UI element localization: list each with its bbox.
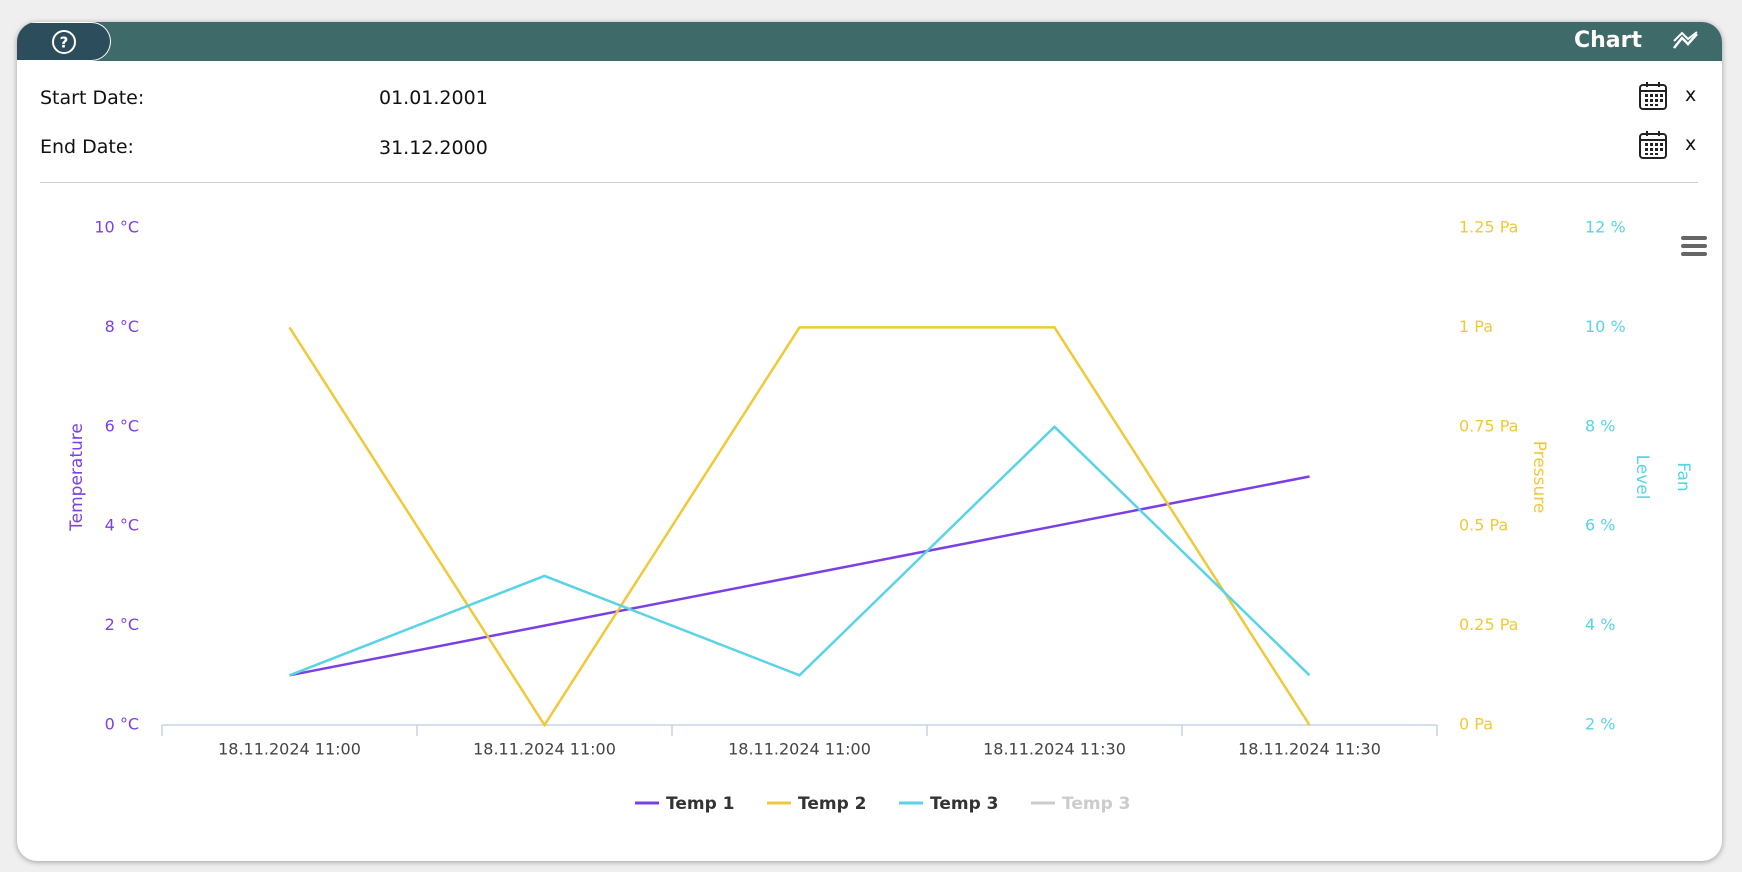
y-tick-label: 8 % (1585, 416, 1615, 435)
chart: 18.11.2024 11:00 18.11.2024 11:00 18.11.20… (67, 218, 1707, 814)
x-tick-label: 18.11.2024 11:00 (218, 740, 361, 759)
axis-title: Level (1632, 455, 1652, 500)
series-line (289, 425, 1311, 677)
help-icon: ? (52, 30, 76, 54)
legend-label: Temp 3 (930, 794, 999, 814)
x-tick-label: 18.11.2024 11:30 (983, 740, 1126, 759)
series-line (289, 475, 1310, 677)
legend-item[interactable]: Temp 2 (767, 794, 867, 814)
field-value[interactable]: 31.12.2000 (379, 137, 488, 159)
y-tick-label: 0.5 Pa (1459, 516, 1508, 535)
y-tick-label: 6 °C (105, 416, 139, 435)
header-title: Chart (1573, 28, 1642, 53)
y-tick-label: 10 °C (94, 218, 139, 237)
y-tick-label: 1.25 Pa (1459, 218, 1518, 237)
y-tick-label: 0.25 Pa (1459, 615, 1518, 634)
calendar-button[interactable] (1638, 130, 1668, 160)
legend-label: Temp 3 (1062, 794, 1131, 814)
field-value[interactable]: 01.01.2001 (379, 87, 488, 109)
help-button[interactable]: ? (17, 22, 111, 61)
field-label: Start Date: (40, 87, 145, 109)
y-tick-label: 2 % (1585, 715, 1615, 734)
legend-label: Temp 2 (798, 794, 867, 814)
y-tick-label: 0.75 Pa (1459, 416, 1518, 435)
y-tick-label: 8 °C (105, 317, 139, 336)
x-tick-label: 18.11.2024 11:00 (473, 740, 616, 759)
y-tick-label: 10 % (1585, 317, 1626, 336)
separator (40, 182, 1698, 183)
y-tick-label: 0 Pa (1459, 715, 1493, 734)
y-tick-label: 0 °C (105, 715, 139, 734)
clear-button[interactable]: x (1685, 133, 1697, 155)
menu-button[interactable] (1681, 236, 1707, 256)
y-tick-label: 2 °C (105, 615, 139, 634)
legend-label: Temp 1 (666, 794, 735, 814)
y-tick-label: 4 % (1585, 615, 1615, 634)
y-tick-label: 12 % (1585, 218, 1626, 237)
y-tick-label: 4 °C (105, 516, 139, 535)
clear-button[interactable]: x (1685, 84, 1697, 106)
calendar-button[interactable] (1638, 81, 1668, 111)
y-tick-label: 6 % (1585, 516, 1615, 535)
series-line (288, 326, 1311, 728)
legend-item[interactable]: Temp 3 (1031, 794, 1131, 814)
legend-item[interactable]: Temp 1 (635, 794, 735, 814)
header-bar: ? Chart (17, 22, 1722, 61)
x-tick-label: 18.11.2024 11:00 (728, 740, 871, 759)
chart-icon (1673, 31, 1698, 49)
panel: ? Chart Start Date: 01.01.2001 x End Dat… (17, 22, 1722, 861)
x-tick-label: 18.11.2024 11:30 (1238, 740, 1381, 759)
axis-title: Fan (1673, 462, 1693, 491)
legend-item[interactable]: Temp 3 (899, 794, 999, 814)
axis-title: Temperature (67, 423, 87, 532)
axis-title: Pressure (1529, 441, 1549, 514)
svg-text:?: ? (60, 34, 69, 52)
field-label: End Date: (40, 136, 134, 158)
y-tick-label: 1 Pa (1459, 317, 1493, 336)
